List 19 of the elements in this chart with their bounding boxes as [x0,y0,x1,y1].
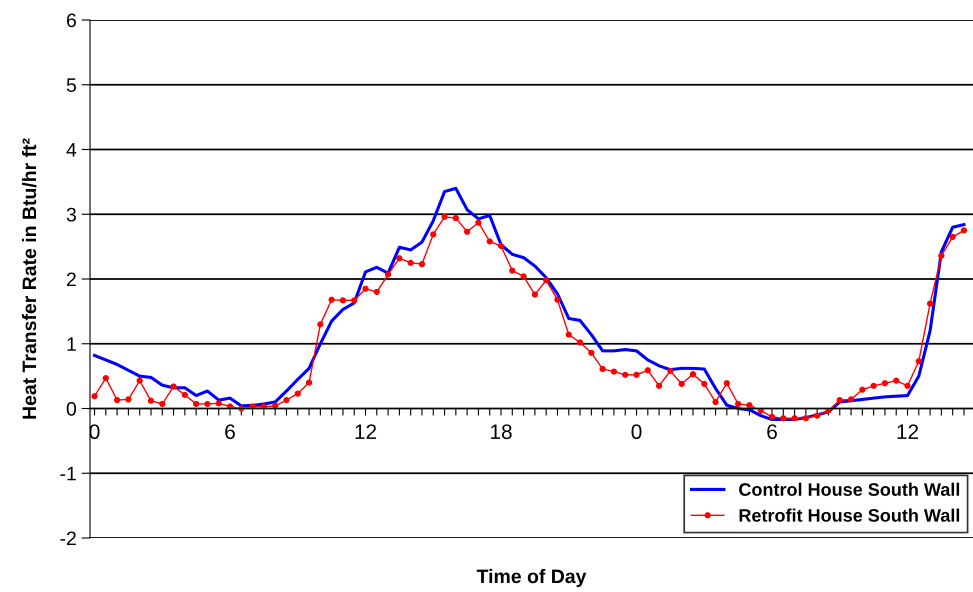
legend-label: Retrofit House South Wall [740,508,960,522]
x-tick-label: 6 [225,424,235,440]
x-tick-label: 12 [898,424,918,439]
y-tick-label: 4 [66,143,76,157]
y-tick-label: 3 [66,208,76,222]
x-tick-label: 0 [632,424,642,440]
x-tick-label: 12 [356,424,376,439]
legend-label: Control House South Wall [739,482,960,496]
x-tick-label: 6 [767,424,777,440]
y-tick-label: 5 [66,78,76,92]
y-tick-label: -2 [60,531,76,546]
y-tick-label: 2 [66,272,76,286]
y-tick-label: -1 [60,466,76,480]
y-tick-label: 6 [66,13,76,28]
y-axis-title: Heat Transfer Rate in Btu/hr ft² [22,138,36,419]
x-tick-label: 18 [491,424,512,440]
y-tick-label: 0 [66,402,76,416]
y-tick-label: 1 [67,337,76,351]
x-axis-title: Time of Day [476,568,586,588]
